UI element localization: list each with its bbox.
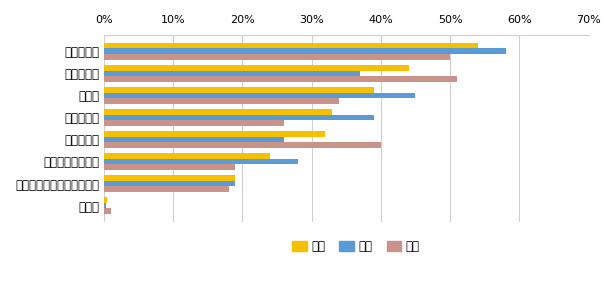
- Bar: [104, 131, 325, 137]
- Bar: [104, 142, 381, 148]
- Bar: [104, 43, 478, 49]
- Bar: [104, 87, 374, 93]
- Bar: [104, 70, 360, 76]
- Legend: 全体, 男性, 女性: 全体, 男性, 女性: [288, 235, 424, 257]
- Bar: [104, 197, 107, 203]
- Bar: [104, 159, 298, 164]
- Bar: [104, 153, 270, 159]
- Bar: [104, 76, 457, 82]
- Bar: [104, 208, 111, 214]
- Bar: [104, 98, 339, 104]
- Bar: [104, 175, 235, 181]
- Bar: [104, 164, 235, 170]
- Bar: [104, 93, 416, 98]
- Bar: [104, 109, 333, 115]
- Bar: [104, 65, 408, 70]
- Bar: [104, 54, 450, 59]
- Bar: [104, 186, 229, 192]
- Bar: [104, 137, 284, 142]
- Bar: [104, 203, 106, 208]
- Bar: [104, 181, 235, 186]
- Bar: [104, 49, 506, 54]
- Bar: [104, 115, 374, 120]
- Bar: [104, 120, 284, 126]
